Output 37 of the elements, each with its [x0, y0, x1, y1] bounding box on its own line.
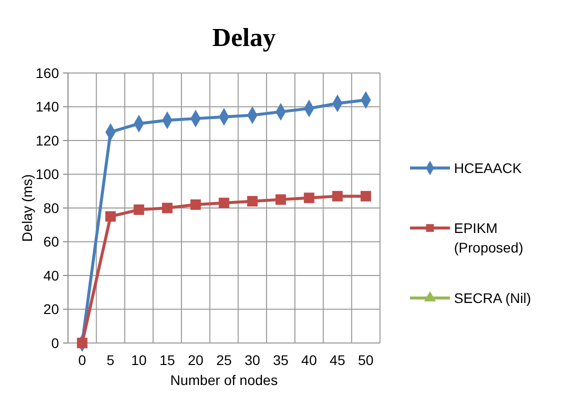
x-axis-title: Number of nodes [170, 372, 278, 388]
x-tick-label: 20 [188, 352, 204, 368]
y-tick-label: 140 [36, 98, 60, 115]
point [218, 198, 230, 208]
point [162, 202, 173, 214]
chart-title: Delay [212, 23, 276, 52]
point [247, 196, 258, 206]
y-tick-label: 120 [36, 132, 60, 148]
y-tick-label: 40 [43, 267, 60, 284]
point [360, 190, 372, 202]
y-axis-title: Delay (ms) [19, 174, 35, 242]
x-tick-label: 0 [78, 352, 86, 368]
point [76, 338, 88, 348]
point [332, 190, 343, 202]
x-tick-label: 45 [330, 352, 346, 368]
legend-label: HCEAACK [454, 160, 522, 176]
y-tick-label: 100 [36, 166, 60, 182]
x-tick-label: 30 [244, 352, 260, 368]
x-tick-label: 40 [301, 352, 318, 368]
x-tick-label: 50 [358, 352, 374, 368]
y-tick-label: 0 [51, 334, 60, 351]
y-tick-label: 60 [43, 234, 60, 250]
x-tick-label: 10 [131, 352, 147, 368]
x-tick-label: 15 [159, 352, 176, 368]
y-tick-label: 20 [43, 301, 60, 318]
point [304, 192, 314, 204]
legend-label: SECRA (Nil) [454, 290, 532, 306]
point [275, 194, 286, 205]
x-tick-label: 25 [216, 352, 232, 368]
point [190, 199, 201, 210]
y-tick-label: 80 [43, 200, 60, 216]
x-tick-label: 5 [106, 352, 115, 368]
legend-label: EPIKM (Proposed) [454, 220, 524, 256]
x-tick-label: 35 [272, 352, 289, 368]
point [134, 204, 144, 215]
y-tick-label: 160 [36, 64, 60, 81]
point [105, 211, 116, 222]
